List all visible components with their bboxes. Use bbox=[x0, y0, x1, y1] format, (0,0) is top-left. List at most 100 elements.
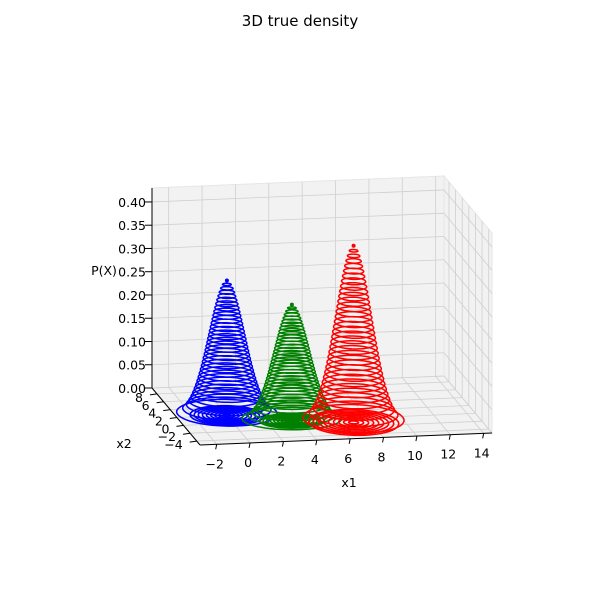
z-tick-label: 0.40 bbox=[118, 195, 146, 210]
peak-marker bbox=[224, 278, 229, 283]
surface-contour-ring bbox=[268, 362, 316, 375]
grid-line-z-back bbox=[151, 212, 445, 226]
surface-contour-ring bbox=[336, 301, 371, 313]
surface-contour-ring bbox=[329, 340, 379, 356]
grid-line-x-floor bbox=[401, 377, 451, 435]
surface-contour-ring bbox=[185, 393, 269, 417]
surface-contour-ring bbox=[194, 376, 259, 395]
y-tick-label: 0 bbox=[161, 421, 169, 436]
grid-line-z-side bbox=[443, 329, 493, 387]
surface-contour-ring bbox=[197, 369, 257, 387]
surface-contour-ring bbox=[335, 306, 372, 318]
surface-contour-ring bbox=[314, 391, 393, 416]
grid-line-z-back bbox=[151, 189, 445, 203]
surface-contour-ring bbox=[285, 309, 299, 314]
surface-contour-ring bbox=[345, 258, 363, 264]
density-series-0 bbox=[175, 278, 278, 427]
surface-contour-ring bbox=[302, 403, 405, 435]
grid-line-z-back bbox=[151, 236, 445, 249]
surface-contour-ring bbox=[316, 387, 391, 410]
grid-line-z-side bbox=[443, 259, 493, 317]
y-tick-label: −2 bbox=[158, 429, 176, 444]
y-tick-label: 2 bbox=[155, 414, 163, 429]
surface-contour-ring bbox=[271, 353, 313, 364]
z-tick-label: 0.00 bbox=[118, 381, 146, 396]
x-axis-label: x1 bbox=[341, 475, 356, 490]
surface-contour-ring bbox=[212, 311, 242, 320]
density-series-2 bbox=[302, 243, 405, 437]
y-tick-label: 8 bbox=[135, 390, 143, 405]
surface-contour-ring bbox=[205, 340, 249, 353]
grid-line-z-back bbox=[151, 282, 445, 296]
surface-contour-ring bbox=[207, 333, 247, 345]
grid-line-z-side bbox=[443, 236, 493, 294]
x-tick-mark bbox=[448, 434, 451, 440]
grid-line-z-side bbox=[443, 375, 493, 434]
peak-marker bbox=[351, 243, 356, 248]
surface-contour-ring bbox=[198, 365, 256, 382]
surface-contour-ring bbox=[278, 327, 306, 336]
x-tick-label: 8 bbox=[378, 450, 386, 465]
surface-contour-ring bbox=[204, 344, 250, 358]
grid-line-z-side bbox=[443, 352, 493, 411]
surface-contour-ring bbox=[318, 382, 389, 404]
surface-contour-ring bbox=[203, 347, 251, 362]
surface-contour-ring bbox=[331, 330, 377, 345]
y-tick-label: −4 bbox=[164, 437, 182, 452]
surface-contour-ring bbox=[261, 384, 323, 400]
axis-lines bbox=[145, 188, 493, 450]
surface-contour-ring bbox=[270, 356, 314, 367]
peak-marker bbox=[289, 302, 294, 307]
surface-contour-ring bbox=[337, 291, 370, 302]
z-tick-label: 0.10 bbox=[118, 335, 146, 350]
surface-contour-ring bbox=[258, 390, 325, 407]
grid-line-z-side bbox=[443, 305, 493, 364]
back-pane bbox=[151, 175, 445, 389]
x-tick-label: 6 bbox=[344, 451, 352, 466]
base-contour-ring bbox=[213, 411, 240, 420]
chart-title: 3D true density bbox=[242, 12, 359, 30]
y-axis-line bbox=[151, 387, 201, 446]
base-contour-ring bbox=[317, 411, 390, 434]
z-tick-label: 0.25 bbox=[118, 265, 146, 280]
z-tick-label: 0.05 bbox=[118, 358, 146, 373]
surface-contour-ring bbox=[327, 349, 380, 366]
surface-contour-ring bbox=[199, 362, 255, 378]
surface-contour-ring bbox=[280, 321, 304, 328]
y-tick-mark bbox=[176, 424, 184, 427]
z-tick-label: 0.20 bbox=[118, 288, 146, 303]
surface-contour-ring bbox=[267, 365, 317, 378]
surface-contour-ring bbox=[214, 303, 240, 312]
x-axis-line bbox=[199, 432, 493, 446]
base-contour-ring bbox=[280, 417, 304, 425]
z-tick-label: 0.30 bbox=[118, 242, 146, 257]
surface-contour-ring bbox=[207, 329, 246, 341]
tick-labels: −2 0 2 4 6 8 10 12 14−4−2024680.000.050.100.150.… bbox=[118, 195, 490, 471]
surface-contour-ring bbox=[196, 372, 258, 391]
y-tick-mark bbox=[169, 416, 177, 419]
surface-contour-ring bbox=[277, 330, 307, 339]
grid-line-z-back bbox=[151, 259, 445, 273]
x-tick-label: 10 bbox=[407, 448, 423, 463]
grid-line-z-side bbox=[443, 189, 493, 248]
x-tick-mark bbox=[482, 433, 485, 439]
z-tick-label: 0.15 bbox=[118, 311, 146, 326]
base-contour-ring bbox=[347, 420, 360, 425]
x-tick-mark bbox=[248, 442, 251, 449]
x-tick-mark bbox=[215, 444, 218, 450]
surface-contour-ring bbox=[206, 336, 248, 349]
surface-contour-ring bbox=[339, 281, 368, 291]
surface-contour-ring bbox=[221, 282, 232, 287]
y-tick-mark bbox=[156, 401, 164, 404]
x-tick-label: 14 bbox=[474, 445, 490, 460]
x-tick-mark bbox=[281, 441, 284, 447]
surface-contour-ring bbox=[348, 248, 359, 253]
x-tick-label: −2 bbox=[205, 456, 223, 471]
surface-contour-ring bbox=[326, 354, 381, 372]
surface-contour-ring bbox=[260, 387, 324, 403]
surface-contour-ring bbox=[346, 253, 361, 259]
surface-contour-ring bbox=[190, 386, 264, 408]
surface-contour-ring bbox=[286, 306, 297, 310]
surface-contour-ring bbox=[269, 359, 315, 371]
surface-contour-ring bbox=[247, 404, 337, 426]
